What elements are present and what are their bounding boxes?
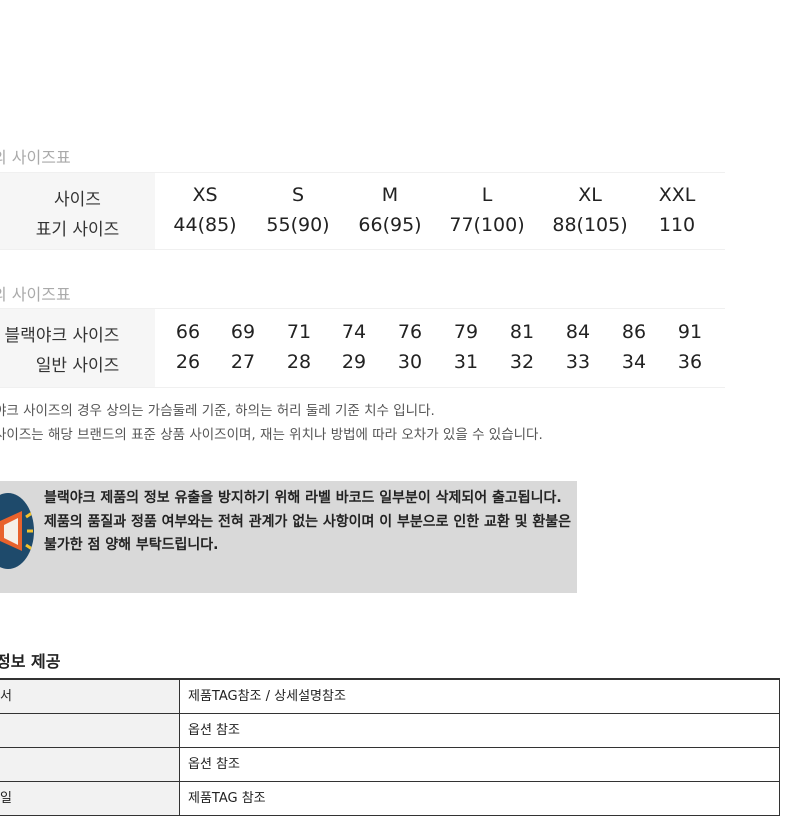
info-value: 제품TAG참조 / 상세설명참조 xyxy=(180,680,780,713)
info-title: 정보 제공 xyxy=(0,652,61,671)
blackyak-size-cell: 79 xyxy=(453,321,479,343)
row-label: 일반 사이즈 xyxy=(35,356,120,376)
megaphone-icon xyxy=(0,493,34,569)
size-table-1: 사이즈 표기 사이즈 XS 44(85) S 55(90) M 66(95) L 77(100… xyxy=(0,172,725,250)
info-row: 서 제품TAG참조 / 상세설명참조 xyxy=(0,680,780,714)
info-key: 서 xyxy=(0,680,180,713)
marked-size-cell: 77(100) xyxy=(449,214,525,236)
general-size-cell: 29 xyxy=(341,351,367,373)
size-table-2: 블랙야크 사이즈 일반 사이즈 66 26 69 27 71 28 74 29 76 30 79 31… xyxy=(0,308,725,388)
info-row: 옵션 참조 xyxy=(0,748,780,782)
size-note: 사이즈는 해당 브랜드의 표준 상품 사이즈이며, 재는 위치나 방법에 따라 … xyxy=(0,427,543,443)
general-size-cell: 26 xyxy=(175,351,201,373)
info-key: 일 xyxy=(0,782,180,815)
info-value: 옵션 참조 xyxy=(180,714,780,747)
blackyak-size-cell: 69 xyxy=(230,321,256,343)
notice-box: 블랙야크 제품의 정보 유출을 방지하기 위해 라벨 바코드 일부분이 삭제되어… xyxy=(0,481,577,593)
size-cell: XXL xyxy=(658,184,696,206)
blackyak-size-cell: 74 xyxy=(341,321,367,343)
size-cell: S xyxy=(291,184,305,206)
blackyak-size-cell: 76 xyxy=(397,321,423,343)
general-size-cell: 33 xyxy=(565,351,591,373)
blackyak-size-cell: 66 xyxy=(175,321,201,343)
general-size-cell: 31 xyxy=(453,351,479,373)
size-cell: XL xyxy=(578,184,602,206)
info-row: 옵션 참조 xyxy=(0,714,780,748)
general-size-cell: 34 xyxy=(621,351,647,373)
marked-size-cell: 66(95) xyxy=(358,214,422,236)
size-table-2-title: 의 사이즈표 xyxy=(0,285,71,304)
blackyak-size-cell: 86 xyxy=(621,321,647,343)
info-row: 일 제품TAG 참조 xyxy=(0,782,780,816)
row-label: 표기 사이즈 xyxy=(35,220,120,240)
info-key xyxy=(0,748,180,781)
general-size-cell: 30 xyxy=(397,351,423,373)
size-cell: M xyxy=(381,184,399,206)
row-label: 블랙야크 사이즈 xyxy=(4,326,120,346)
info-key xyxy=(0,714,180,747)
notice-line: 블랙야크 제품의 정보 유출을 방지하기 위해 라벨 바코드 일부분이 삭제되어… xyxy=(44,490,562,506)
marked-size-cell: 55(90) xyxy=(266,214,330,236)
marked-size-cell: 110 xyxy=(658,214,696,236)
size-table-1-title: 의 사이즈표 xyxy=(0,148,71,167)
marked-size-cell: 44(85) xyxy=(173,214,237,236)
general-size-cell: 27 xyxy=(230,351,256,373)
general-size-cell: 32 xyxy=(509,351,535,373)
marked-size-cell: 88(105) xyxy=(552,214,628,236)
size-note: 야크 사이즈의 경우 상의는 가슴둘레 기준, 하의는 허리 둘레 기준 치수 … xyxy=(0,403,435,419)
blackyak-size-cell: 91 xyxy=(677,321,703,343)
row-label: 사이즈 xyxy=(54,190,101,210)
blackyak-size-cell: 84 xyxy=(565,321,591,343)
general-size-cell: 28 xyxy=(286,351,312,373)
size-cell: XS xyxy=(192,184,218,206)
size-cell: L xyxy=(481,184,493,206)
product-info-table: 서 제품TAG참조 / 상세설명참조 옵션 참조 옵션 참조 일 제품TAG 참조 xyxy=(0,678,780,816)
notice-line: 제품의 품질과 정품 여부와는 전혀 관계가 없는 사항이며 이 부분으로 인한… xyxy=(44,513,572,554)
info-value: 옵션 참조 xyxy=(180,748,780,781)
blackyak-size-cell: 71 xyxy=(286,321,312,343)
blackyak-size-cell: 81 xyxy=(509,321,535,343)
info-value: 제품TAG 참조 xyxy=(180,782,780,815)
general-size-cell: 36 xyxy=(677,351,703,373)
